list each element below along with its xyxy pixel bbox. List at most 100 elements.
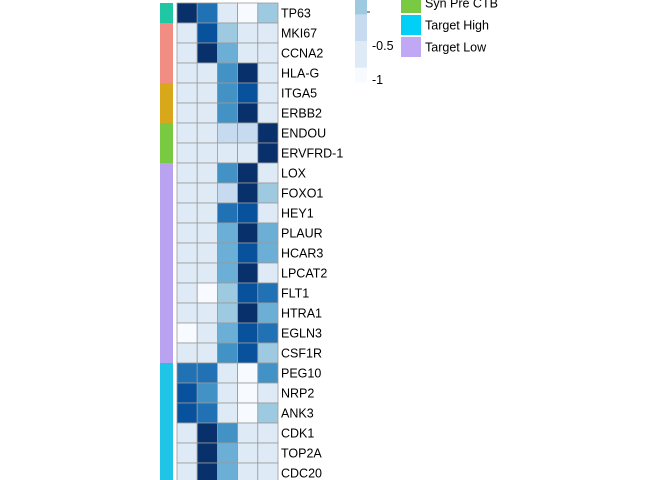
heatmap-cell (176, 82, 198, 104)
heatmap-cell (176, 242, 198, 264)
legend-label: Syn Pre CTB (425, 0, 498, 11)
annotation-cell (160, 463, 173, 480)
heatmap-cell (176, 62, 198, 84)
heatmap-cell (196, 142, 218, 164)
heatmap-cell (257, 462, 279, 480)
heatmap-cell (216, 282, 238, 304)
heatmap-cell (176, 222, 198, 244)
annotation-cell (160, 443, 173, 464)
row-label: HLA-G (281, 67, 319, 81)
heatmap-cell (176, 342, 198, 364)
colorbar-segment (355, 36, 367, 40)
colorbar-segment (355, 12, 367, 15)
heatmap-cell (176, 162, 198, 184)
colorbar-segment (355, 24, 367, 28)
heatmap-cell (176, 382, 198, 404)
heatmap-cell (176, 422, 198, 444)
row-label: PLAUR (281, 227, 323, 241)
row-label: CCNA2 (281, 47, 323, 61)
colorbar-segment (355, 41, 367, 44)
legend-label: Target Low (425, 41, 487, 55)
colorbar-segment (355, 77, 367, 81)
row-label: TP63 (281, 7, 311, 21)
row-label: FLT1 (281, 287, 309, 301)
heatmap-cell (216, 82, 238, 104)
heatmap-cell (257, 62, 279, 84)
colorbar-segment (355, 28, 367, 32)
heatmap-cell (257, 42, 279, 64)
heatmap-cell (196, 222, 218, 244)
row-annotation-strip (160, 3, 173, 480)
annotation-cell (160, 383, 173, 404)
heatmap-cell (237, 322, 259, 344)
row-label: FOXO1 (281, 187, 323, 201)
colorbar-segment (355, 38, 367, 42)
heatmap-cell (237, 242, 259, 264)
heatmap-cell (257, 262, 279, 284)
heatmap-cell (216, 302, 238, 324)
heatmap-cell (176, 402, 198, 424)
heatmap-cell (237, 142, 259, 164)
row-label: LPCAT2 (281, 267, 327, 281)
annotation-cell (160, 63, 173, 84)
colorbar-segment (355, 6, 367, 9)
annotation-cell (160, 83, 173, 104)
heatmap-cell (237, 42, 259, 64)
heatmap-cell (257, 202, 279, 224)
heatmap-cell (216, 202, 238, 224)
heatmap-cell (237, 462, 259, 480)
row-label: ANK3 (281, 407, 314, 421)
heatmap-cell (196, 42, 218, 64)
heatmap-cell (237, 22, 259, 44)
heatmap-cell (237, 2, 259, 24)
legend-label: Target High (425, 19, 489, 33)
heatmap-cell (237, 382, 259, 404)
heatmap-cell (237, 102, 259, 124)
colorbar-segment (355, 2, 367, 5)
heatmap-cell (196, 382, 218, 404)
heatmap-cell (176, 302, 198, 324)
heatmap-cell (216, 342, 238, 364)
heatmap-cell (257, 282, 279, 304)
annotation-cell (160, 203, 173, 224)
heatmap-cell (216, 142, 238, 164)
heatmap-cell (196, 182, 218, 204)
colorbar-segment (355, 57, 367, 60)
heatmap-cell (196, 402, 218, 424)
colorbar-segment (355, 61, 367, 65)
annotation-cell (160, 103, 173, 124)
colorbar-segment (355, 65, 367, 69)
heatmap-cell (216, 242, 238, 264)
heatmap-cell (257, 322, 279, 344)
heatmap-cell (176, 102, 198, 124)
heatmap-cell (216, 442, 238, 464)
heatmap-cell (216, 22, 238, 44)
heatmap-cell (176, 202, 198, 224)
group-legend: Syn Pre CTB Target High Target Low (401, 0, 498, 57)
row-label: NRP2 (281, 387, 314, 401)
heatmap-cell (257, 162, 279, 184)
colorbar-segment (355, 43, 367, 46)
heatmap-cell (257, 222, 279, 244)
heatmap-cell (176, 42, 198, 64)
heatmap-cell (257, 442, 279, 464)
annotation-cell (160, 343, 173, 364)
heatmap-cell (237, 402, 259, 424)
row-label: LOX (281, 167, 307, 181)
annotation-cell (160, 183, 173, 204)
heatmap-cell (176, 322, 198, 344)
heatmap-cell (257, 142, 279, 164)
legend-swatch (401, 15, 421, 35)
legend-swatch (401, 0, 421, 13)
heatmap-cell (237, 262, 259, 284)
row-label: CDK1 (281, 427, 314, 441)
colorbar-segment (355, 14, 367, 17)
row-label: ERBB2 (281, 107, 322, 121)
heatmap-cell (237, 162, 259, 184)
heatmap-cell (237, 62, 259, 84)
colorbar-segment (355, 59, 367, 62)
row-label: CDC20 (281, 467, 322, 480)
colorbar-tick-label: -1 (372, 73, 383, 87)
heatmap-cell (216, 462, 238, 480)
annotation-cell (160, 323, 173, 344)
